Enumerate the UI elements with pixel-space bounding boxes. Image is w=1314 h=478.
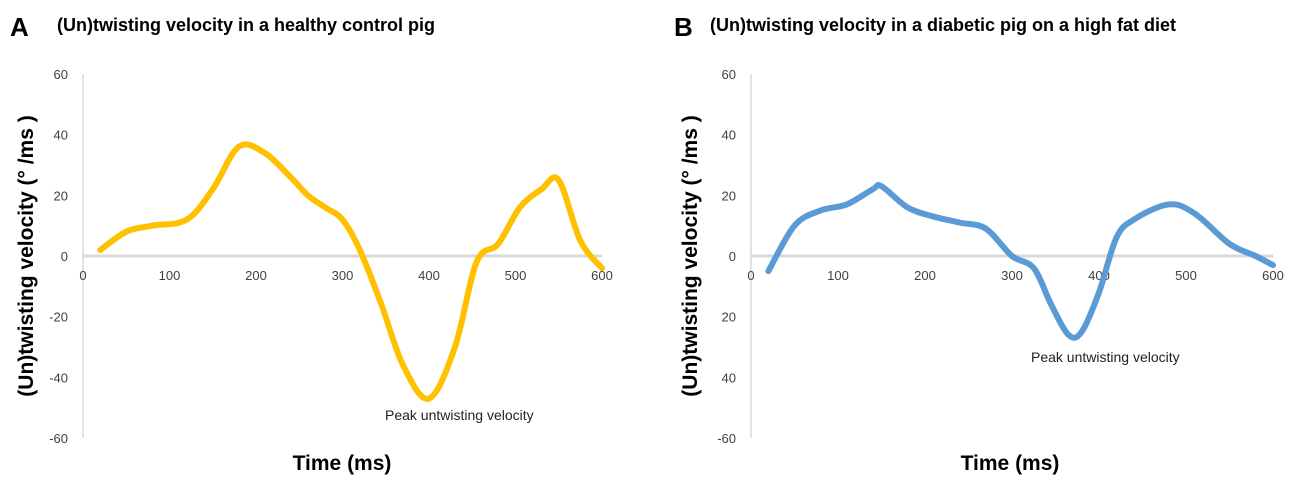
x-tick-label: 0 <box>747 268 754 283</box>
x-axis-label: Time (ms) <box>293 452 392 475</box>
y-tick-label: 20 <box>54 188 68 203</box>
x-tick-label: 500 <box>1175 268 1197 283</box>
x-tick-label: 300 <box>332 268 354 283</box>
y-tick-label: -60 <box>49 431 68 446</box>
y-axis-label: (Un)twisting velocity (° /ms ) <box>679 115 702 396</box>
x-tick-label: 100 <box>159 268 181 283</box>
x-tick-label: 400 <box>418 268 440 283</box>
chart-title-b: (Un)twisting velocity in a diabetic pig … <box>710 15 1177 35</box>
y-tick-label: 20 <box>722 310 736 325</box>
series-line <box>97 141 605 402</box>
y-tick-label: -60 <box>717 431 736 446</box>
y-tick-label: 40 <box>54 128 68 143</box>
y-tick-label: -20 <box>49 310 68 325</box>
y-tick-label: -40 <box>49 370 68 385</box>
panel-letter-a: A <box>10 12 29 42</box>
x-tick-label: 0 <box>79 268 86 283</box>
y-tick-label: 40 <box>722 370 736 385</box>
x-axis-label: Time (ms) <box>961 452 1060 475</box>
panel-a: A (Un)twisting velocity in a healthy con… <box>0 0 650 478</box>
x-tick-label: 200 <box>914 268 936 283</box>
peak-annotation: Peak untwisting velocity <box>385 407 534 423</box>
series-line <box>765 182 1276 341</box>
x-tick-label: 200 <box>245 268 267 283</box>
y-tick-label: 60 <box>722 67 736 82</box>
panel-letter-b: B <box>674 12 693 42</box>
x-tick-label: 100 <box>827 268 849 283</box>
x-tick-label: 300 <box>1001 268 1023 283</box>
y-tick-label: 40 <box>722 128 736 143</box>
x-tick-label: 600 <box>1262 268 1284 283</box>
chart-title-a: (Un)twisting velocity in a healthy contr… <box>57 15 436 35</box>
y-tick-label: 0 <box>61 249 68 264</box>
y-tick-label: 60 <box>54 67 68 82</box>
y-tick-label: 0 <box>729 249 736 264</box>
panel-b: B (Un)twisting velocity in a diabetic pi… <box>664 0 1314 478</box>
y-axis-label: (Un)twisting velocity (° /ms ) <box>15 115 38 396</box>
y-tick-label: 20 <box>722 188 736 203</box>
x-tick-label: 600 <box>591 268 613 283</box>
peak-annotation: Peak untwisting velocity <box>1031 349 1180 365</box>
x-tick-label: 500 <box>505 268 527 283</box>
